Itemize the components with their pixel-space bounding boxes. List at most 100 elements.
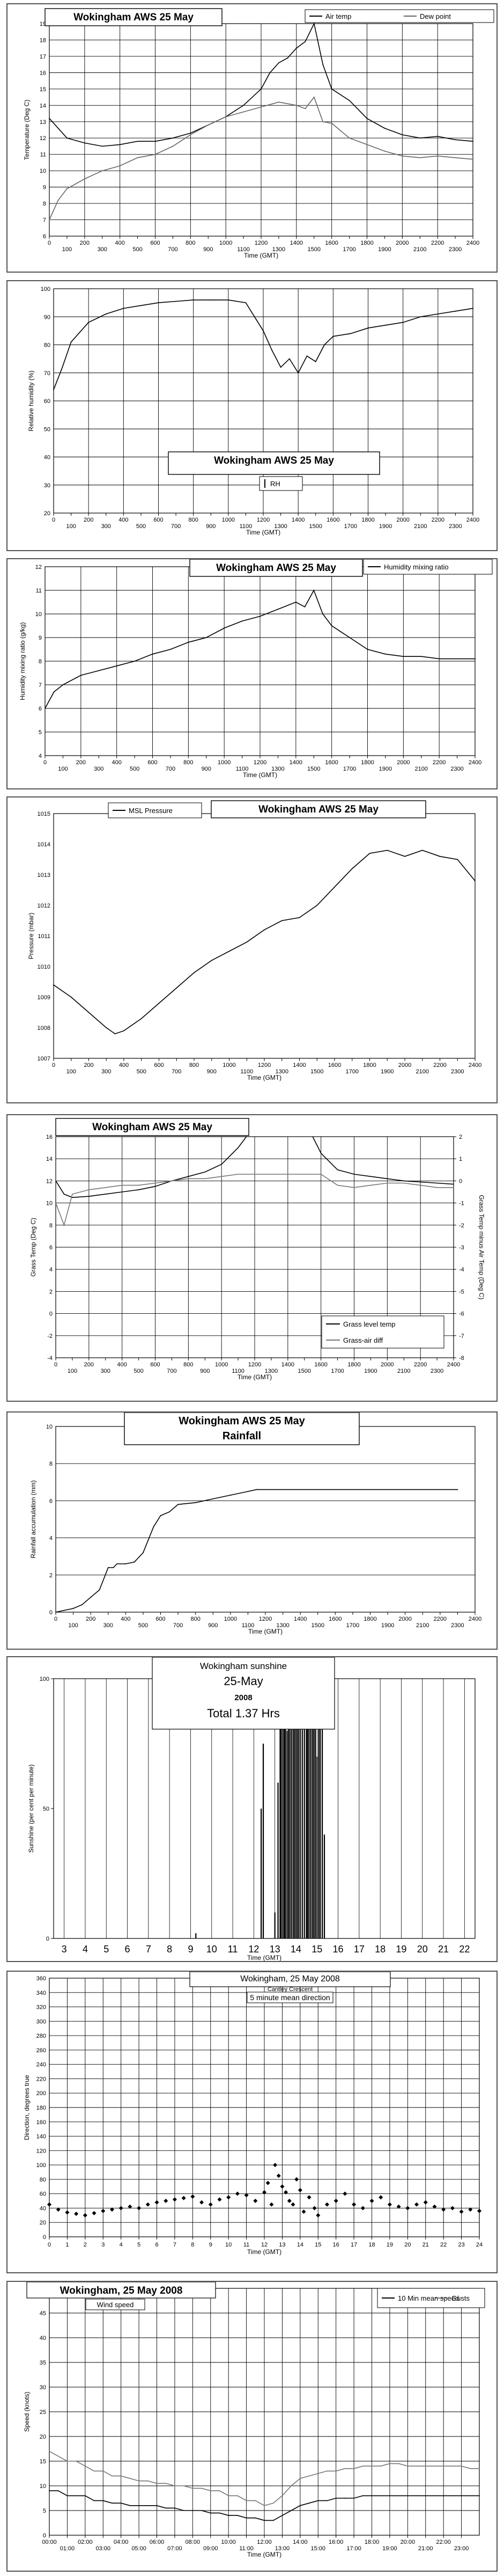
- y-tick-label: 50: [43, 1806, 49, 1812]
- x-tick-label: 4: [120, 2242, 123, 2248]
- direction-point: [298, 2187, 302, 2192]
- x-tick-label: 8: [191, 2242, 194, 2248]
- x-tick-label: 9: [209, 2242, 212, 2248]
- y-tick-label: 9: [39, 635, 42, 641]
- x-tick-label: 13: [279, 2242, 285, 2248]
- x-tick-label: 700: [168, 246, 177, 253]
- x-tick-label: 1900: [379, 523, 392, 530]
- data-point: [291, 2485, 292, 2486]
- x-tick-label: 900: [207, 1069, 217, 1075]
- y-tick-label: 260: [36, 2047, 46, 2054]
- x-axis-label: Time (GMT): [238, 1373, 272, 1381]
- title-box: [211, 800, 426, 818]
- y-tick-label: 1015: [38, 811, 50, 817]
- y-tick-label: 25: [40, 2409, 46, 2416]
- chart-label: 5 minute mean direction: [250, 1993, 330, 2002]
- x-tick-label: 500: [132, 246, 142, 253]
- data-point: [331, 88, 332, 90]
- x-tick-label: 2200: [414, 1362, 427, 1368]
- x-tick-label: 1300: [272, 246, 285, 253]
- x-tick-label: 600: [150, 1362, 160, 1368]
- data-point: [456, 658, 458, 660]
- chart-subtitle: Cantley Crescent: [268, 1986, 313, 1993]
- data-point: [134, 661, 135, 662]
- data-point: [195, 1502, 196, 1503]
- direction-point: [265, 2180, 270, 2185]
- data-point: [101, 145, 103, 147]
- x-tick-label: 14:00: [293, 2539, 308, 2545]
- speed-panel: 0510152025303540455000:0002:0004:0006:00…: [6, 2281, 498, 2572]
- data-point: [475, 658, 476, 660]
- y-tick-label: 100: [40, 1676, 49, 1682]
- pressure-panel: 1007 1008 1009 1010 1011 1012 1013 1014 1015 0 200…: [6, 796, 498, 1103]
- data-point: [153, 1526, 154, 1527]
- data-point: [280, 367, 281, 368]
- y-axis-label: Relative humidity (%): [27, 370, 35, 431]
- y-tick-label: 15: [40, 2458, 46, 2465]
- data-point: [353, 2468, 354, 2469]
- data-point: [366, 144, 368, 145]
- x-tick-label: 9: [188, 1944, 193, 1955]
- x-tick-label: 2200: [431, 240, 444, 246]
- data-point: [437, 136, 439, 137]
- x-tick-label: 600: [155, 1616, 165, 1622]
- direction-point: [269, 2202, 274, 2207]
- direction-point: [343, 2191, 347, 2196]
- chart-title: Wokingham AWS 25 May: [179, 1415, 305, 1427]
- data-point: [227, 299, 229, 301]
- x-tick-label: 1700: [331, 1368, 344, 1374]
- data-point: [76, 2495, 77, 2497]
- x-tick-label: 1900: [378, 246, 391, 253]
- direction-point: [137, 2206, 142, 2211]
- data-point: [70, 341, 72, 343]
- y-tick-label: 40: [44, 455, 50, 461]
- x-tick-label: 10: [206, 1944, 217, 1955]
- data-point: [188, 641, 189, 643]
- data-point: [45, 708, 46, 709]
- y-tick-label: 100: [41, 286, 50, 292]
- x-tick-label: 2300: [449, 523, 462, 530]
- direction-point: [262, 2190, 266, 2194]
- x-tick-label: 22:00: [436, 2539, 451, 2545]
- data-point: [398, 2463, 399, 2464]
- data-point: [158, 1002, 160, 1004]
- year-label: 2008: [234, 1693, 252, 1702]
- direction-point: [387, 2202, 392, 2207]
- x-tick-label: 300: [98, 246, 107, 253]
- x-tick-label: 2400: [469, 1616, 481, 1622]
- data-point: [385, 653, 386, 655]
- x-tick-label: 14: [297, 2242, 303, 2248]
- title-box: [189, 559, 363, 577]
- data-point: [175, 301, 176, 302]
- data-point: [84, 178, 85, 180]
- data-point: [138, 2480, 139, 2482]
- data-point: [261, 88, 262, 90]
- x-tick-label: 7: [146, 1944, 151, 1955]
- data-point: [66, 188, 68, 189]
- mixing-ratio-panel: 4 5 6 7 8 9 10 11 12 0 200 400 600 800 1000 1200 1400 160…: [6, 558, 498, 789]
- x-tick-label: 600: [154, 1062, 164, 1069]
- data-point: [313, 23, 315, 24]
- data-point: [305, 41, 306, 42]
- data-point: [264, 2505, 265, 2506]
- x-tick-label: 2000: [381, 1362, 394, 1368]
- data-point: [264, 929, 265, 931]
- x-tick-label: 100: [58, 766, 68, 772]
- data-point: [219, 2512, 220, 2514]
- data-point: [316, 905, 318, 906]
- y-right-tick-label: 2: [459, 1134, 462, 1140]
- x-tick-label: 1500: [308, 246, 321, 253]
- data-point: [451, 2465, 453, 2467]
- y-tick-label: 200: [36, 2090, 46, 2097]
- data-point: [224, 627, 225, 629]
- data-point: [261, 106, 262, 108]
- y-tick-label: 12: [40, 135, 46, 142]
- x-tick-label: 300: [94, 766, 103, 772]
- x-axis-label: Time (GMT): [246, 529, 280, 536]
- direction-point: [316, 2213, 321, 2218]
- x-tick-label: 12:00: [257, 2539, 272, 2545]
- data-point: [147, 2505, 149, 2506]
- data-point: [475, 880, 476, 882]
- data-point: [105, 313, 107, 314]
